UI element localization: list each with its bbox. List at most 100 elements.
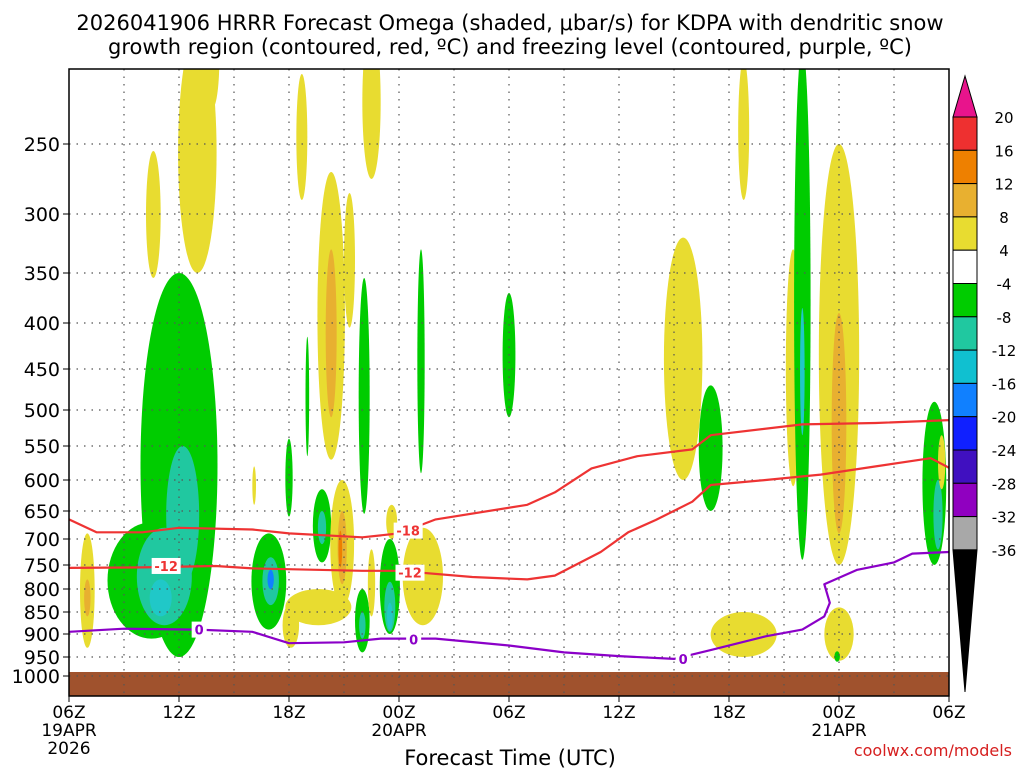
y-tick-label: 900 (24, 624, 60, 646)
colorbar-box (952, 449, 978, 484)
omega-cell (824, 607, 854, 661)
y-tick-label: 850 (24, 602, 60, 624)
omega-cell (204, 69, 220, 109)
omega-cell (296, 74, 308, 200)
colorbar-label: -16 (992, 375, 1017, 393)
chart-title-line1: 2026041906 HRRR Forecast Omega (shaded, … (76, 11, 943, 35)
y-tick-label: 700 (24, 529, 60, 551)
omega-cell (84, 579, 91, 617)
colorbar-box (952, 249, 978, 284)
credit-link[interactable]: coolwx.com/models (854, 741, 1012, 760)
colorbar-label: -8 (997, 309, 1012, 327)
colorbar-box (952, 283, 978, 318)
colorbar-box (952, 416, 978, 451)
x-tick-date-label: 19APR (41, 721, 97, 741)
omega-cell (282, 602, 300, 648)
x-tick-label: 06Z (492, 703, 525, 723)
omega-cell (285, 438, 293, 517)
omega-cell (358, 278, 370, 514)
colorbar-box (952, 382, 978, 418)
colorbar-label: 20 (994, 109, 1013, 127)
y-tick-label: 250 (24, 134, 60, 156)
x-tick-label: 06Z (932, 703, 965, 723)
omega-cell (267, 569, 274, 590)
y-tick-label: 500 (24, 400, 60, 422)
omega-cell (359, 612, 366, 639)
dendritic_lower-contour (69, 457, 949, 581)
contour-label: -12 (398, 567, 422, 582)
colorbar-box (952, 316, 978, 351)
colorbar-label: -4 (997, 276, 1012, 294)
omega-cell (362, 69, 381, 179)
x-tick-label: 12Z (602, 703, 635, 723)
y-tick-label: 300 (24, 204, 60, 226)
contour-label: 0 (195, 624, 204, 639)
colorbar-box (952, 116, 978, 151)
y-tick-label: 650 (24, 501, 60, 523)
omega-cell (387, 602, 393, 630)
colorbar-label: -36 (992, 542, 1017, 560)
x-axis-label: Forecast Time (UTC) (404, 746, 616, 768)
contour-label-bg (395, 564, 425, 581)
contour-label: 0 (409, 634, 418, 649)
y-tick-label: 1000 (12, 666, 60, 688)
omega-shading (80, 69, 947, 662)
contour-label-bg (393, 522, 423, 539)
x-tick-date-label: 20APR (371, 721, 427, 741)
contour-label-bg (675, 650, 691, 667)
y-tick-label: 600 (24, 470, 60, 492)
x-tick-label: 00Z (822, 703, 855, 723)
omega-cell (794, 69, 811, 560)
colorbar-box (952, 183, 978, 218)
colorbar-label: -32 (992, 509, 1017, 527)
x-tick-label: 18Z (272, 703, 305, 723)
colorbar-box (952, 216, 978, 251)
y-tick-label: 400 (24, 313, 60, 335)
contour-labels: -18 -12 -12 0 0 0 (151, 522, 691, 668)
x-tick-label: 18Z (712, 703, 745, 723)
y-tick-label: 750 (24, 555, 60, 577)
colorbar-box (952, 482, 978, 518)
omega-cell (146, 151, 161, 278)
omega-cell (344, 192, 355, 328)
omega-cell (800, 308, 805, 436)
x-tick-label: 00Z (382, 703, 415, 723)
colorbar-label: 8 (999, 209, 1009, 227)
freezing_level-contour (69, 550, 949, 660)
colorbar-top-triangle (952, 74, 978, 118)
temperature-contours (69, 419, 949, 660)
contour-label: 0 (679, 653, 688, 668)
y-tick-label: 350 (24, 263, 60, 285)
y-tick-label: 450 (24, 359, 60, 381)
colorbar-bottom-triangle (952, 549, 978, 693)
colorbar-label: 4 (999, 242, 1009, 260)
omega-cell (305, 336, 310, 457)
contour-label-bg (406, 631, 422, 648)
omega-cell (933, 480, 943, 550)
colorbar-label: 12 (994, 176, 1013, 194)
omega-cell (338, 530, 343, 568)
y-tick-label: 800 (24, 579, 60, 601)
x-tick-date-label: 21APR (811, 721, 867, 741)
x-tick-label: 06Z (52, 703, 85, 723)
omega-cell (178, 69, 217, 273)
colorbar-box (952, 149, 978, 185)
contour-label: -18 (396, 525, 420, 540)
colorbar-label: -12 (992, 342, 1017, 360)
y-tick-label: 950 (24, 647, 60, 669)
omega-cell (938, 435, 946, 490)
omega-cell (417, 249, 425, 474)
omega-cell (663, 237, 703, 480)
colorbar-label: -20 (992, 409, 1017, 427)
y-tick-label: 550 (24, 436, 60, 458)
contour-label: -12 (154, 560, 178, 575)
omega-cell (738, 69, 750, 200)
dendritic_upper-contour (69, 419, 949, 539)
omega-cell (698, 385, 723, 512)
x-tick-date-label: 2026 (47, 739, 90, 759)
colorbar-box (952, 516, 978, 551)
y-axis-ticks: 2503003504004505005506006507007508008509… (12, 134, 69, 688)
contour-label-bg (151, 557, 181, 574)
